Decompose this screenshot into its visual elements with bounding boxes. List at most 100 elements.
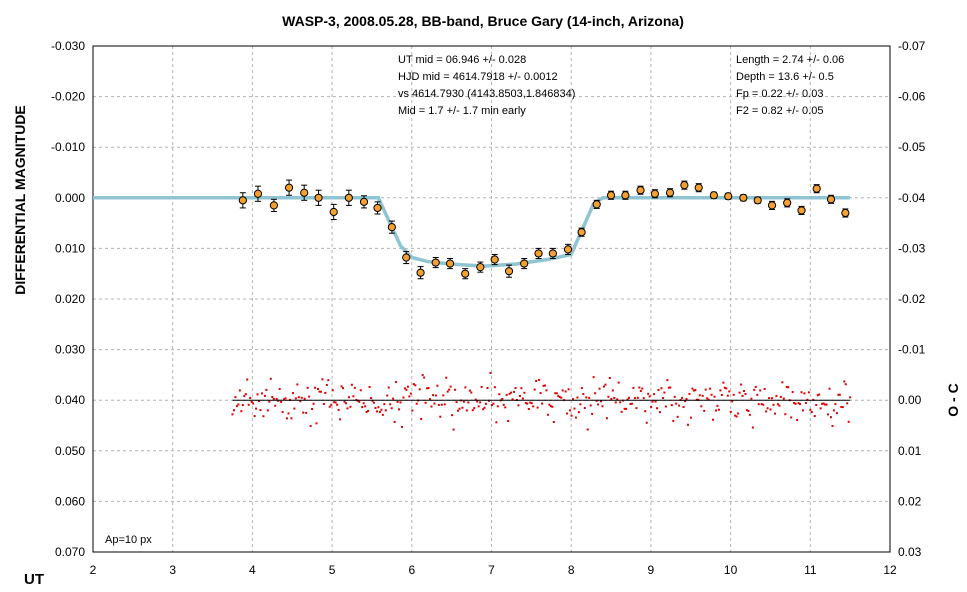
residual-point — [684, 400, 687, 403]
residual-point — [293, 407, 296, 410]
residual-point — [539, 392, 542, 395]
residual-point — [676, 415, 679, 418]
residual-point — [782, 397, 785, 400]
residual-point — [579, 403, 582, 406]
residual-point — [613, 396, 616, 399]
residual-point — [639, 390, 642, 393]
residual-point — [605, 417, 608, 420]
residual-point — [445, 376, 448, 379]
residual-point — [504, 406, 507, 409]
residual-point — [402, 396, 405, 399]
residual-point — [530, 402, 533, 405]
residual-point — [644, 410, 647, 413]
data-point — [783, 198, 792, 208]
residual-point — [362, 402, 365, 405]
residual-point — [232, 409, 235, 412]
data-point — [402, 250, 411, 265]
residual-point — [650, 405, 653, 408]
residual-point — [656, 407, 659, 410]
residual-point — [753, 388, 756, 391]
residual-point — [831, 424, 834, 427]
residual-point — [686, 423, 689, 426]
y-right-tick-label: 0.02 — [898, 494, 922, 508]
residual-point — [284, 397, 287, 400]
residual-point — [268, 400, 271, 403]
y-right-tick-label: -0.06 — [898, 90, 926, 104]
residual-point — [485, 402, 488, 405]
residual-point — [265, 388, 268, 391]
residual-point — [707, 398, 710, 401]
residual-point — [421, 374, 424, 377]
data-point-marker — [402, 253, 411, 262]
residual-point — [415, 402, 418, 405]
residual-point — [508, 392, 511, 395]
data-point-marker — [373, 203, 382, 213]
residual-point — [765, 410, 768, 413]
residual-point — [675, 402, 678, 405]
residual-point — [252, 402, 255, 405]
x-axis-label: UT — [24, 571, 44, 588]
residual-point — [716, 404, 719, 407]
residual-point — [709, 387, 712, 390]
data-point-marker — [650, 189, 659, 198]
residual-point — [427, 387, 430, 390]
residual-point — [269, 377, 272, 380]
residual-point — [616, 398, 619, 401]
residual-point — [461, 406, 464, 409]
data-point-marker — [269, 201, 279, 210]
residual-point — [452, 428, 455, 431]
annotation-center: UT mid = 06.946 +/- 0.028 HJD mid = 4614… — [398, 54, 575, 117]
data-point-marker — [724, 192, 733, 201]
data-point — [445, 258, 455, 270]
residual-point — [533, 388, 536, 391]
residual-point — [633, 397, 636, 400]
y-left-tick-label: 0.030 — [55, 343, 85, 357]
residual-point — [682, 406, 685, 409]
residual-point — [828, 387, 831, 390]
residual-point — [505, 393, 508, 396]
residual-point — [486, 387, 489, 390]
residual-point — [315, 422, 318, 425]
residual-point — [660, 387, 663, 390]
residual-point — [657, 388, 660, 391]
residual-point — [398, 408, 401, 411]
residual-point — [776, 403, 779, 406]
residual-point — [263, 394, 266, 397]
data-point-marker — [739, 193, 748, 202]
data-point — [812, 184, 821, 194]
residual-point — [715, 409, 718, 412]
residual-point — [437, 403, 440, 406]
residual-point — [424, 401, 427, 404]
residual-point — [377, 406, 380, 409]
annotation-line: UT mid = 06.946 +/- 0.028 — [398, 54, 526, 66]
data-point-marker — [238, 196, 247, 205]
data-point-marker — [548, 249, 557, 258]
residual-point — [787, 386, 790, 389]
residual-point — [628, 396, 631, 399]
data-point — [314, 189, 323, 206]
data-point — [724, 192, 733, 201]
data-point-marker — [606, 191, 616, 200]
data-point — [577, 227, 586, 237]
residual-point — [353, 386, 356, 389]
y-right-tick-label: 0.00 — [898, 393, 922, 407]
residual-point — [296, 383, 299, 386]
residual-point — [617, 381, 620, 384]
residual-point — [476, 400, 479, 403]
residual-point — [838, 393, 841, 396]
annotation-line: HJD mid = 4614.7918 +/- 0.0012 — [398, 71, 558, 83]
residual-point — [751, 426, 754, 429]
residual-point — [710, 393, 713, 396]
residual-point — [473, 407, 476, 410]
residual-point — [342, 387, 345, 390]
residual-point — [393, 421, 396, 424]
residual-point — [717, 408, 720, 411]
residual-point — [258, 399, 261, 402]
x-tick-label: 12 — [883, 563, 897, 577]
residual-point — [465, 409, 468, 412]
data-point — [387, 220, 396, 234]
residual-point — [430, 405, 433, 408]
residual-point — [493, 386, 496, 389]
residual-point — [266, 409, 269, 412]
y-left-tick-labels: -0.030 -0.020 -0.010 0.000 0.010 0.020 0.030 0.… — [51, 39, 85, 559]
